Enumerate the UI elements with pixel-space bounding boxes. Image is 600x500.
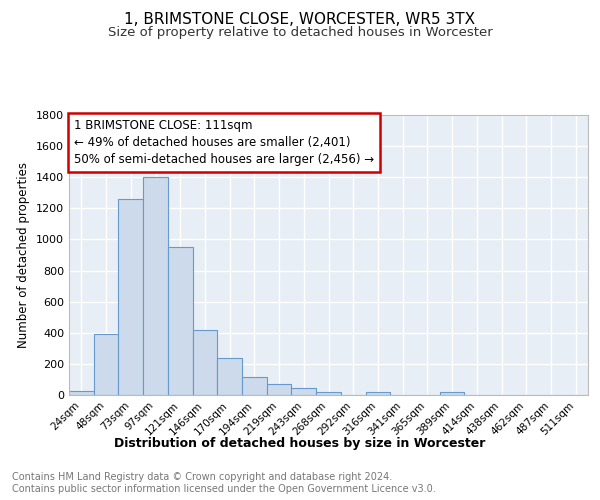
Y-axis label: Number of detached properties: Number of detached properties	[17, 162, 31, 348]
Text: 1 BRIMSTONE CLOSE: 111sqm
← 49% of detached houses are smaller (2,401)
50% of se: 1 BRIMSTONE CLOSE: 111sqm ← 49% of detac…	[74, 119, 374, 166]
Bar	[316, 392, 341, 395]
Text: Size of property relative to detached houses in Worcester: Size of property relative to detached ho…	[107, 26, 493, 39]
Bar	[94, 334, 118, 395]
Bar	[267, 384, 292, 395]
Bar	[217, 358, 242, 395]
Bar	[292, 388, 316, 395]
Bar	[365, 392, 390, 395]
Text: Contains HM Land Registry data © Crown copyright and database right 2024.
Contai: Contains HM Land Registry data © Crown c…	[12, 472, 436, 494]
Text: 1, BRIMSTONE CLOSE, WORCESTER, WR5 3TX: 1, BRIMSTONE CLOSE, WORCESTER, WR5 3TX	[124, 12, 476, 28]
Bar	[69, 390, 94, 395]
Bar	[143, 177, 168, 395]
Bar	[168, 247, 193, 395]
Bar	[440, 392, 464, 395]
Text: Distribution of detached houses by size in Worcester: Distribution of detached houses by size …	[115, 438, 485, 450]
Bar	[193, 330, 217, 395]
Bar	[118, 199, 143, 395]
Bar	[242, 377, 267, 395]
